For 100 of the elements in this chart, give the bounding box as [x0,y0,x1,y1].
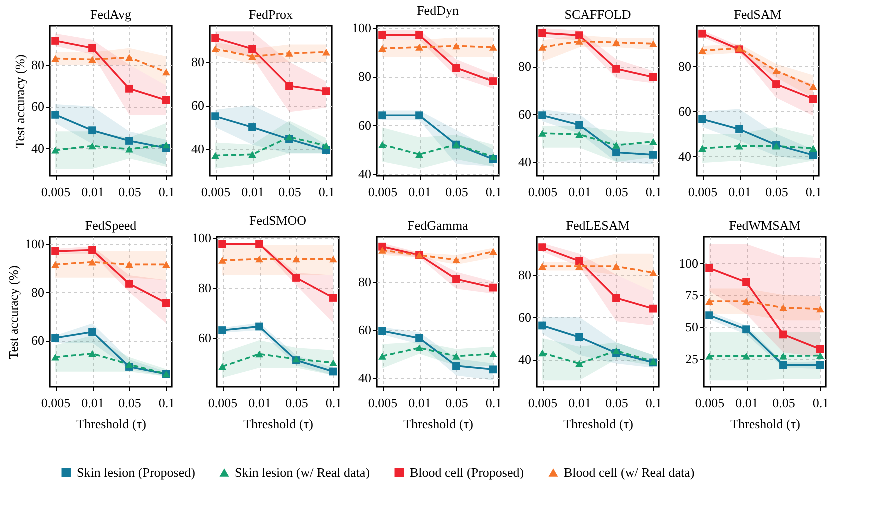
point [576,38,584,45]
point [52,37,60,45]
point [612,294,620,302]
point [322,142,330,150]
chart-title: FedAvg [90,7,132,22]
y-tick-label: 60 [198,330,212,346]
point [52,248,60,256]
point [126,84,134,93]
point [576,360,584,368]
y-tick-label: 80 [518,59,532,74]
x-tick-label: 0.005 [201,184,231,200]
x-axis-title: Threshold (τ) [564,416,634,432]
point [88,350,96,358]
point [292,274,300,282]
point [452,275,460,284]
x-tick-label: 0.1 [326,396,342,410]
y-tick-label: 80 [358,69,372,84]
x-axis-title: Threshold (τ) [76,416,146,432]
point [650,304,658,313]
y-tick-label: 40 [518,352,532,368]
x-tick-label: 0.01 [728,184,752,200]
point [538,263,546,270]
point [576,257,584,266]
point [706,352,714,360]
x-tick-label: 0.05 [118,396,142,410]
y-tick-label: 60 [32,99,44,114]
point [322,48,330,56]
y-tick-label: 60 [32,333,44,348]
point [212,46,220,52]
x-tick-label: 0.005 [688,184,718,200]
chart-title: SCAFFOLD [564,7,632,22]
point [378,327,386,336]
point [698,145,706,152]
y-tick-label: 40 [678,148,692,164]
point [416,31,424,40]
point [52,55,60,62]
y-tick-label: 25 [686,351,698,366]
point [576,32,584,40]
chart-title: FedLESAM [566,218,630,233]
x-axis-title: Threshold (τ) [404,416,474,432]
point [52,334,60,342]
point [490,284,498,292]
point [538,29,546,38]
point [162,142,170,149]
chart-title: FedWMSAM [729,218,802,233]
y-tick-label: 60 [518,106,532,122]
point [212,34,220,42]
point [538,244,546,252]
point [698,47,706,54]
legend-label: Blood cell (Proposed) [410,464,524,480]
point [452,362,460,370]
point [706,298,714,305]
point [780,361,788,370]
y-tick-label: 60 [192,98,204,114]
point [650,138,658,146]
point [538,322,546,330]
point [538,130,546,137]
point [650,151,658,159]
x-tick-label: 0.1 [486,396,502,410]
y-tick-label: 100 [25,236,44,252]
y-axis-title: Test accuracy (%) [12,54,28,148]
x-tick-label: 0.1 [646,184,662,200]
point [650,40,658,48]
legend-label: Blood cell (w/ Real data) [564,464,695,480]
point [218,240,226,248]
point [612,65,620,73]
point [650,73,658,82]
y-tick-label: 50 [686,320,698,335]
y-axis-title: Test accuracy (%) [6,266,21,360]
point [162,68,170,76]
y-tick-label: 80 [192,54,204,70]
point [286,82,294,90]
y-tick-label: 40 [518,154,532,170]
y-tick-label: 80 [358,274,372,290]
point [490,78,498,86]
point [52,111,60,119]
chart-title: FedSAM [734,7,782,22]
point [286,50,294,57]
point [538,350,546,357]
point [286,134,294,141]
point [816,345,824,354]
x-tick-label: 0.005 [695,396,725,410]
x-tick-label: 0.05 [606,184,628,200]
point [330,360,338,366]
x-tick-label: 0.005 [208,396,238,410]
point [736,126,744,134]
point [612,148,620,157]
x-tick-label: 0.1 [646,396,662,410]
point [780,330,788,339]
x-tick-label: 0.1 [812,396,830,410]
point [816,352,824,360]
point [698,115,706,124]
x-axis-title: Threshold (τ) [730,416,800,432]
x-tick-label: 0.05 [278,184,302,200]
point [490,154,498,160]
point [256,256,264,263]
point [88,44,96,52]
point [218,363,226,370]
point [416,112,424,120]
x-tick-label: 0.005 [368,184,398,200]
